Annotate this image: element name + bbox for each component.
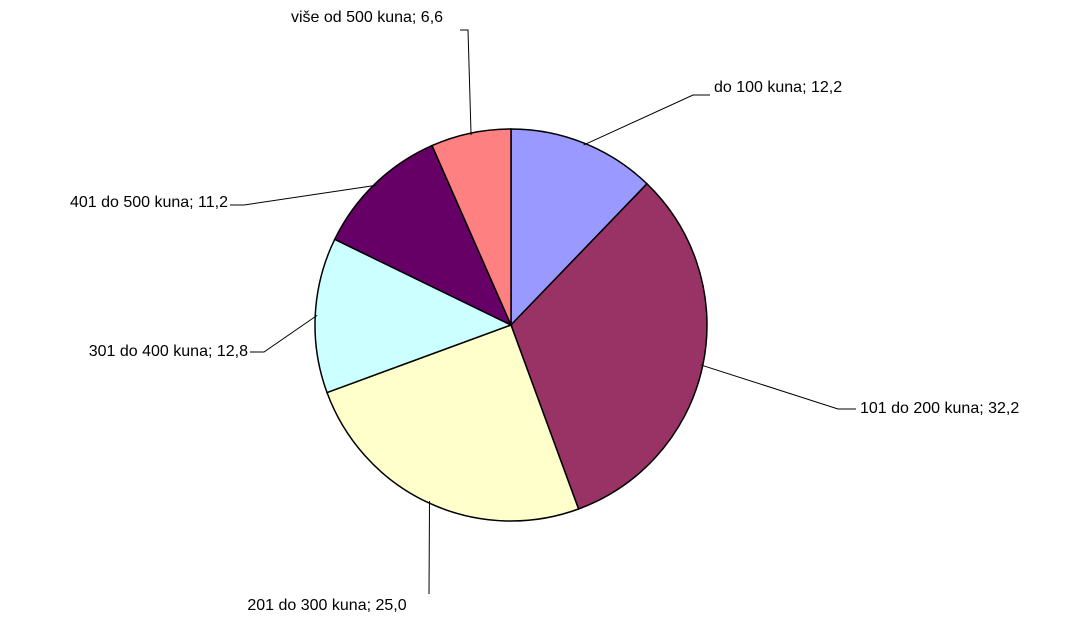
data-label: 301 do 400 kuna; 12,8 [89, 343, 248, 360]
data-label: 401 do 500 kuna; 11,2 [70, 194, 228, 211]
leader-line [250, 314, 318, 353]
leader-line [700, 364, 856, 410]
pie-slice [326, 324, 580, 522]
pie-slice [333, 144, 513, 327]
leader-line [230, 184, 377, 206]
pie-slice [314, 238, 513, 394]
leader-line [460, 29, 472, 136]
leader-line [428, 501, 431, 595]
pie-slice [510, 128, 649, 327]
data-label: više od 500 kuna; 6,6 [291, 9, 443, 26]
leader-line [583, 94, 710, 146]
data-label: do 100 kuna; 12,2 [714, 79, 842, 96]
data-label: 201 do 300 kuna; 25,0 [247, 597, 406, 614]
data-label: 101 do 200 kuna; 32,2 [860, 400, 1019, 417]
